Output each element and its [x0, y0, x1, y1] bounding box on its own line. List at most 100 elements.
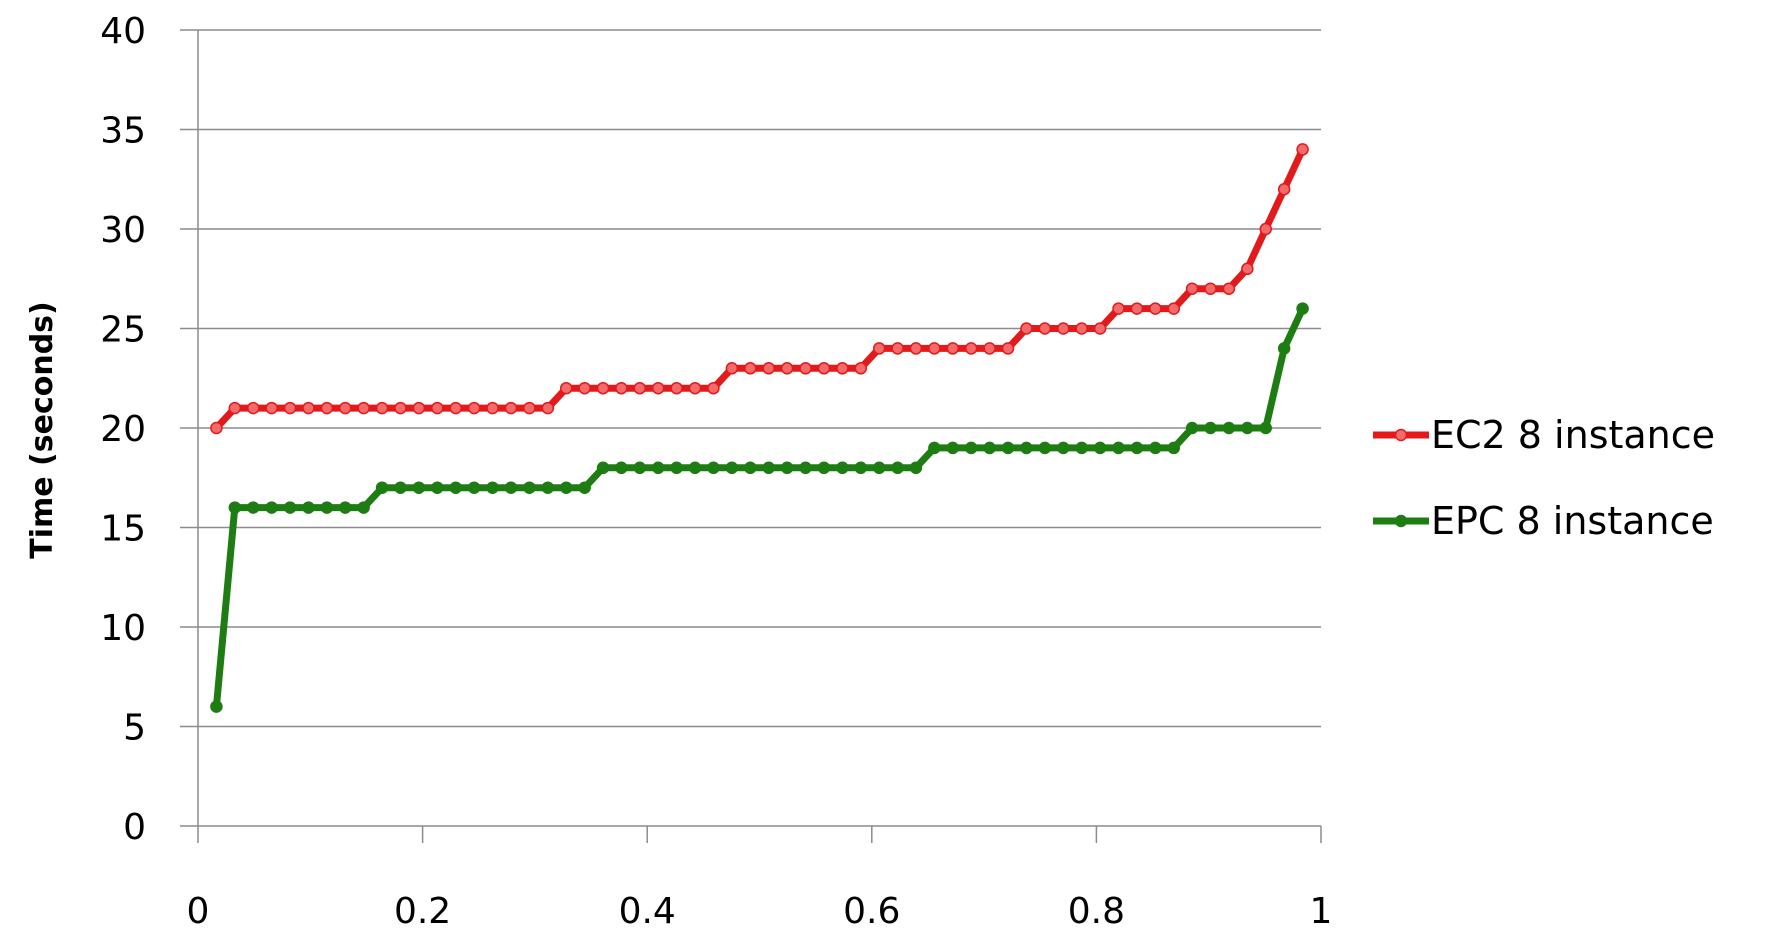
axes	[180, 30, 1321, 827]
data-point	[1075, 441, 1088, 455]
data-point	[320, 501, 334, 514]
data-point	[1057, 441, 1070, 455]
x-tick-label: 0.2	[394, 891, 451, 931]
data-point	[1001, 441, 1015, 455]
data-point	[836, 362, 849, 375]
data-point	[412, 481, 426, 494]
data-point	[1167, 441, 1181, 455]
legend-marker	[1394, 514, 1408, 528]
y-tick-label: 25	[100, 310, 146, 351]
data-point	[1093, 322, 1107, 335]
data-point	[1277, 342, 1291, 355]
legend-marker	[1394, 428, 1408, 442]
data-point	[338, 401, 352, 415]
data-point	[1277, 182, 1291, 196]
data-point	[504, 481, 518, 494]
data-point	[228, 501, 242, 514]
data-point	[265, 501, 278, 514]
y-tick-label: 30	[100, 210, 146, 251]
data-point	[1185, 421, 1199, 435]
data-point	[964, 342, 978, 355]
data-point	[578, 381, 591, 395]
data-point	[265, 401, 278, 415]
y-tick-label: 10	[100, 608, 146, 649]
data-point	[523, 401, 536, 415]
data-point	[725, 362, 739, 375]
data-point	[375, 481, 389, 494]
data-point	[320, 401, 334, 415]
y-axis-title: Time (seconds)	[25, 301, 60, 559]
data-point	[283, 401, 297, 415]
data-point	[394, 401, 407, 415]
data-point	[486, 481, 499, 494]
x-tick-label: 0.4	[619, 891, 676, 931]
data-point	[1259, 421, 1272, 435]
data-point	[780, 362, 794, 375]
data-point	[762, 362, 775, 375]
data-point	[964, 441, 978, 455]
data-point	[1020, 441, 1033, 455]
data-point	[615, 461, 628, 475]
data-point	[651, 461, 665, 475]
data-point	[247, 401, 260, 415]
x-axis-ticks: 0 0.2 0.4 0.6 0.8 1	[187, 826, 1332, 931]
data-point	[1167, 302, 1181, 315]
legend-item: EPC 8 instance	[1373, 499, 1714, 543]
series-line	[213, 147, 1306, 431]
data-point	[707, 461, 720, 475]
data-point	[449, 401, 462, 415]
data-point	[596, 461, 610, 475]
data-point	[302, 401, 315, 415]
data-point	[431, 401, 444, 415]
data-point	[1130, 441, 1144, 455]
data-point	[854, 362, 868, 375]
data-point	[1093, 441, 1107, 455]
data-point	[1296, 143, 1309, 156]
data-point	[891, 461, 904, 475]
data-point	[615, 381, 628, 395]
data-point	[228, 401, 242, 415]
data-point	[394, 481, 407, 494]
data-point	[302, 501, 315, 514]
data-point	[670, 381, 683, 395]
data-point	[1241, 421, 1254, 435]
data-point	[688, 461, 702, 475]
data-point	[909, 461, 923, 475]
data-point	[1038, 441, 1052, 455]
data-point	[357, 501, 370, 514]
data-point	[1057, 322, 1070, 335]
data-point	[633, 381, 647, 395]
data-point	[504, 401, 518, 415]
data-point	[1001, 342, 1015, 355]
data-point	[928, 441, 941, 455]
data-point	[541, 481, 555, 494]
data-point	[928, 342, 941, 355]
data-point	[983, 342, 996, 355]
y-tick-label: 5	[123, 708, 146, 749]
data-point	[1259, 222, 1272, 236]
data-point	[431, 481, 444, 494]
data-point	[762, 461, 775, 475]
data-point	[210, 700, 223, 713]
data-point	[1222, 282, 1236, 295]
data-point	[799, 461, 812, 475]
data-point	[780, 461, 794, 475]
y-tick-label: 0	[123, 807, 146, 848]
data-point	[1149, 441, 1162, 455]
legend-label: EPC 8 instance	[1431, 499, 1714, 543]
data-point	[872, 342, 886, 355]
legend-label: EC2 8 instance	[1431, 413, 1715, 457]
data-point	[375, 401, 389, 415]
data-point	[357, 401, 370, 415]
data-point	[338, 501, 352, 514]
data-point	[707, 381, 720, 395]
data-point	[210, 421, 223, 435]
data-point	[541, 401, 555, 415]
data-point	[1204, 421, 1217, 435]
data-point	[467, 401, 481, 415]
data-point	[670, 461, 683, 475]
data-point	[744, 461, 757, 475]
data-point	[817, 461, 831, 475]
data-point	[1149, 302, 1162, 315]
